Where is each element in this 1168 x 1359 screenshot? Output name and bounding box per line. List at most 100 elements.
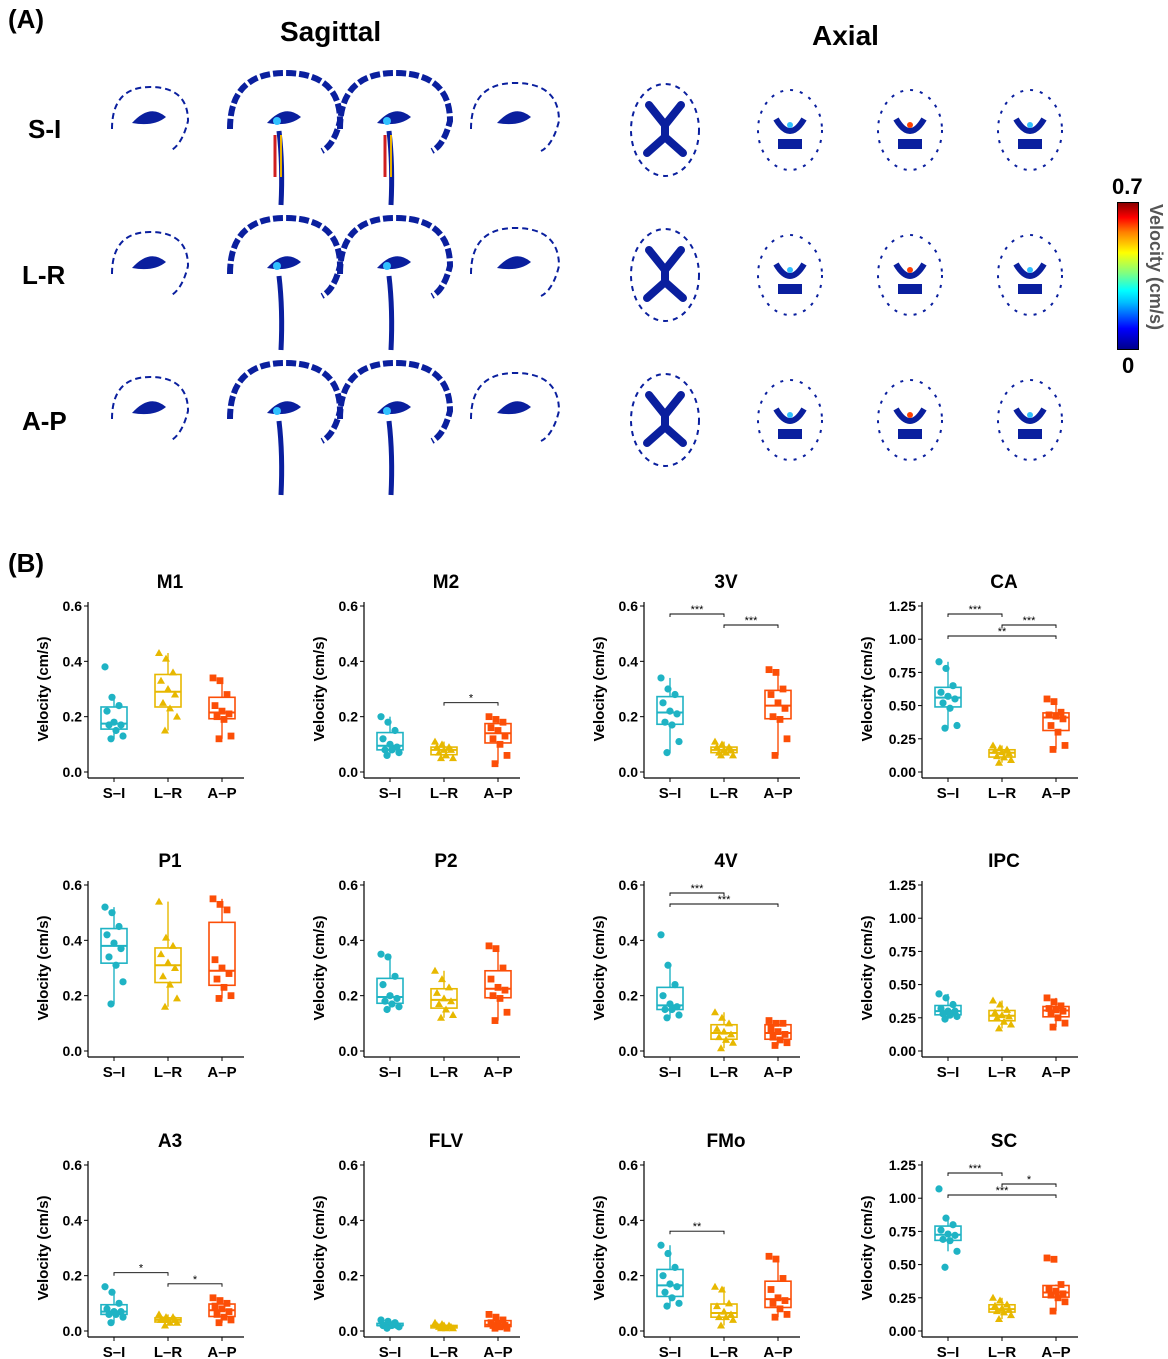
velocity-hotspot: [1027, 412, 1033, 418]
ventricle-shape: [377, 111, 411, 125]
y-tick-label: 0.6: [339, 877, 359, 893]
data-point: [157, 950, 165, 958]
data-point: [675, 1011, 683, 1019]
chart-title: 3V: [714, 572, 738, 593]
velocity-hotspot: [907, 122, 913, 128]
data-point: [663, 749, 671, 757]
x-tick-label: S–I: [659, 785, 682, 802]
data-point: [765, 1252, 773, 1260]
data-point: [995, 1315, 1003, 1323]
boxplot-p1: P1 0.0 0.2 0.4 0.6 Velocity (cm/s) S–I L–R A–P: [35, 851, 244, 1081]
sagittal-outline: [111, 85, 190, 152]
data-point: [216, 1297, 224, 1304]
data-point: [101, 1283, 109, 1291]
axial-outline: [757, 234, 823, 316]
lateral-ventricles: [643, 246, 687, 302]
chart-title: CA: [990, 572, 1018, 593]
data-point: [718, 1013, 726, 1021]
data-point: [720, 1307, 728, 1315]
data-point: [442, 1005, 450, 1013]
y-tick-label: 1.00: [889, 1190, 916, 1206]
data-point: [996, 1000, 1004, 1008]
x-tick-label: L–R: [988, 1344, 1017, 1359]
brainstem: [276, 275, 285, 351]
x-tick-label: S–I: [103, 1064, 126, 1081]
data-point: [103, 707, 111, 715]
data-point: [101, 903, 109, 911]
y-tick-label: 0.2: [339, 709, 359, 725]
x-tick-label: S–I: [937, 785, 960, 802]
data-point: [771, 1042, 779, 1049]
data-point: [718, 1285, 726, 1293]
data-point: [772, 1019, 780, 1027]
colorbar-max-label: 0.7: [1112, 174, 1143, 199]
data-point: [117, 945, 125, 953]
velocity-hotspot: [383, 117, 391, 125]
ventricle-shape: [377, 401, 411, 415]
data-point: [1007, 756, 1015, 764]
data-point: [937, 688, 945, 696]
data-point: [395, 1003, 403, 1011]
y-tick-label: 0.6: [339, 1157, 359, 1173]
sagittal-outline: [227, 214, 344, 299]
velocity-hotspot: [383, 262, 391, 270]
data-point: [711, 737, 719, 745]
data-point: [941, 1015, 949, 1023]
significance-bracket: [167, 1283, 223, 1287]
data-point: [383, 751, 391, 759]
axial-slice: [877, 89, 943, 171]
data-point: [1007, 1020, 1015, 1028]
data-point: [215, 995, 223, 1002]
data-point: [663, 1302, 671, 1310]
data-point: [386, 992, 394, 1000]
data-point: [494, 727, 502, 734]
data-point: [105, 953, 113, 961]
data-point: [946, 704, 954, 712]
y-tick-label: 0.6: [619, 877, 639, 893]
data-point: [388, 1000, 396, 1008]
sagittal-slice: [337, 359, 454, 496]
panel-b-letter: (B): [8, 548, 45, 578]
y-axis-label: Velocity (cm/s): [859, 1195, 876, 1300]
ventricle-shape: [132, 401, 166, 415]
data-point: [1045, 1285, 1053, 1292]
significance-bracket: [669, 1230, 725, 1235]
y-tick-label: 1.25: [889, 1157, 916, 1173]
data-point: [772, 669, 780, 676]
y-tick-label: 0.6: [619, 598, 639, 614]
data-point: [155, 1310, 163, 1318]
sagittal-outline: [470, 371, 561, 442]
data-point: [215, 735, 223, 743]
x-tick-label: A–P: [483, 1064, 512, 1081]
ventricle-shape: [497, 256, 531, 270]
data-point: [1059, 715, 1067, 723]
significance-label: *: [469, 693, 474, 705]
significance-label: ***: [718, 894, 732, 906]
row-label-si: S-I: [28, 114, 62, 144]
x-tick-label: L–R: [154, 1344, 183, 1359]
data-point: [944, 1230, 952, 1238]
x-tick-label: L–R: [710, 785, 739, 802]
y-tick-label: 0.25: [889, 1290, 916, 1306]
axial-csf-structure: [773, 117, 807, 134]
y-axis-label: Velocity (cm/s): [35, 636, 52, 741]
x-tick-label: L–R: [988, 785, 1017, 802]
data-point: [499, 1316, 507, 1324]
boxplot-3v: 3V 0.0 0.2 0.4 0.6 Velocity (cm/s) S–I L–R A–P **…: [591, 572, 800, 802]
data-point: [993, 752, 1001, 760]
data-point: [1061, 742, 1069, 749]
data-point: [949, 682, 957, 690]
data-point: [494, 983, 502, 991]
data-point: [442, 751, 450, 759]
ventricle-shape: [497, 111, 531, 125]
velocity-hotspot: [907, 412, 913, 418]
data-point: [225, 1308, 233, 1316]
data-point: [209, 1294, 217, 1302]
chart-title: P1: [158, 851, 182, 872]
velocity-hotspot: [273, 117, 281, 125]
data-point: [783, 735, 791, 743]
x-tick-label: A–P: [483, 785, 512, 802]
data-point: [951, 695, 959, 703]
axial-csf-block: [898, 139, 922, 149]
y-tick-label: 0.4: [63, 932, 83, 948]
